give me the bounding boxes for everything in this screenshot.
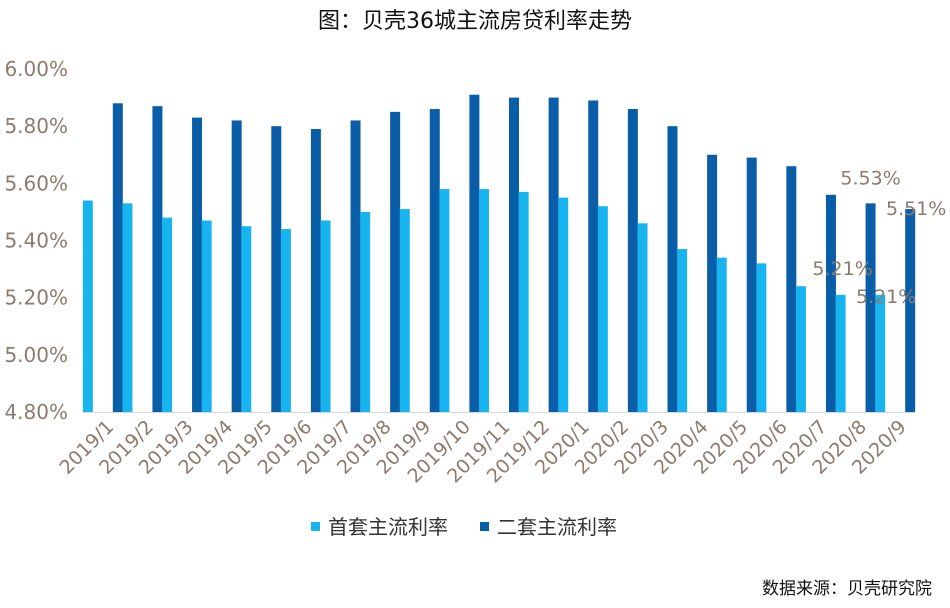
bar-second-home	[627, 109, 638, 413]
bar-first-home	[795, 286, 806, 412]
y-tick-label: 5.80%	[4, 114, 68, 138]
data-label: 5.21%	[812, 258, 872, 280]
bar-second-home	[350, 120, 361, 412]
bar-first-home	[558, 197, 569, 412]
y-tick-label: 5.00%	[4, 343, 68, 367]
bar-first-home	[518, 191, 529, 412]
bar-first-home	[756, 263, 767, 412]
bar-first-home	[320, 220, 331, 412]
bars	[82, 94, 916, 413]
y-tick-label: 5.20%	[4, 286, 68, 310]
bar-first-home	[875, 294, 886, 412]
bar-second-home	[231, 120, 242, 412]
bar-first-home	[82, 200, 93, 412]
bar-first-home	[677, 249, 688, 412]
bar-first-home	[241, 226, 252, 412]
bar-first-home	[716, 257, 727, 412]
bar-second-home	[707, 154, 718, 412]
data-label: 5.21%	[856, 286, 916, 308]
data-label: 5.51%	[886, 198, 946, 220]
bar-first-home	[439, 189, 450, 412]
bar-first-home	[399, 209, 410, 412]
bar-second-home	[112, 103, 123, 413]
bar-first-home	[597, 206, 608, 412]
bar-first-home	[479, 189, 489, 412]
bar-second-home	[786, 166, 797, 412]
legend-label-first-home: 首套主流利率	[328, 515, 448, 539]
bar-second-home	[310, 129, 321, 412]
bar-second-home	[825, 194, 836, 412]
bar-second-home	[667, 126, 678, 413]
bar-first-home	[162, 217, 173, 412]
y-axis: 4.80% 5.00% 5.20% 5.40% 5.60% 5.80% 6.00%	[4, 57, 68, 424]
bar-second-home	[390, 111, 401, 412]
bar-first-home	[201, 220, 212, 412]
y-tick-label: 5.60%	[4, 171, 68, 195]
bar-second-home	[469, 94, 480, 412]
bar-second-home	[905, 209, 916, 412]
bar-first-home	[122, 203, 133, 412]
chart-title: 图：贝壳36城主流房贷利率走势	[318, 9, 632, 34]
bar-first-home	[637, 223, 648, 412]
y-tick-label: 5.40%	[4, 229, 68, 253]
legend-swatch-first-home	[311, 522, 320, 531]
bar-second-home	[548, 97, 559, 412]
bar-second-home	[271, 126, 282, 413]
y-tick-label: 6.00%	[4, 57, 68, 81]
bar-second-home	[588, 100, 599, 413]
bar-second-home	[429, 109, 440, 413]
data-labels: 5.21% 5.21% 5.53% 5.51%	[812, 167, 946, 307]
legend-label-second-home: 二套主流利率	[497, 515, 617, 539]
source-note: 数据来源：贝壳研究院	[762, 579, 932, 599]
y-tick-label: 4.80%	[4, 400, 68, 424]
legend-swatch-second-home	[480, 522, 489, 531]
legend: 首套主流利率 二套主流利率	[311, 515, 617, 539]
bar-first-home	[360, 211, 371, 412]
data-label: 5.53%	[840, 167, 900, 189]
bar-second-home	[192, 117, 203, 412]
bar-first-home	[280, 229, 291, 412]
bar-second-home	[865, 203, 876, 412]
bar-first-home	[835, 294, 846, 412]
x-axis: 2019/12019/22019/32019/42019/52019/62019…	[56, 416, 911, 487]
bar-second-home	[152, 106, 163, 413]
bar-second-home	[509, 97, 519, 412]
bar-second-home	[746, 157, 757, 412]
